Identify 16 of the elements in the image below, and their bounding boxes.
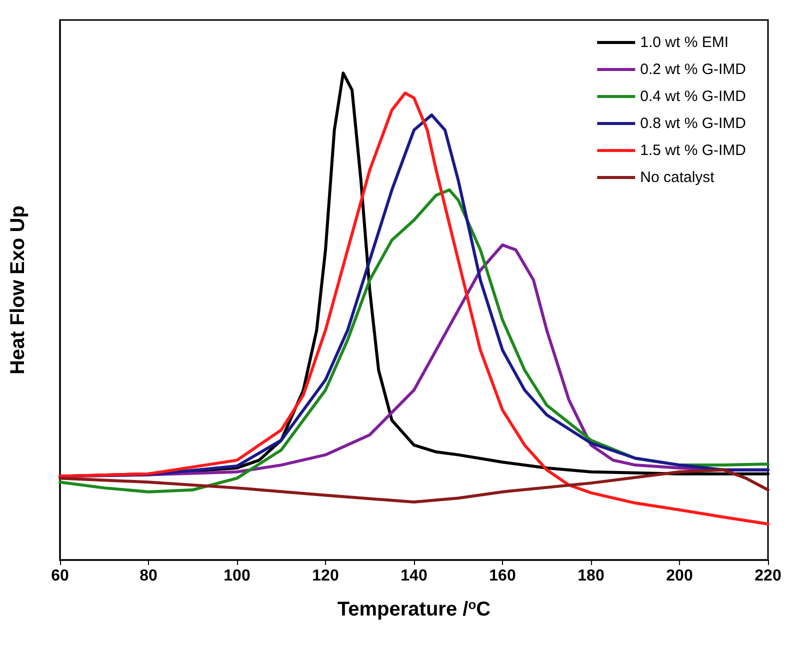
x-tick-label: 220 xyxy=(754,568,782,584)
x-tick-label: 120 xyxy=(312,568,339,584)
x-tick-label: 160 xyxy=(489,568,516,584)
legend-label: 0.8 wt % G-IMD xyxy=(640,115,746,132)
x-tick-label: 200 xyxy=(666,568,693,584)
x-tick-label: 60 xyxy=(51,568,69,584)
x-tick-label: 180 xyxy=(578,568,604,584)
legend-label: 1.0 wt % EMI xyxy=(640,34,729,51)
legend-label: 1.5 wt % G-IMD xyxy=(640,142,746,159)
x-tick-label: 140 xyxy=(400,568,428,584)
legend-label: 0.2 wt % G-IMD xyxy=(640,61,746,78)
x-tick-label: 80 xyxy=(140,568,158,584)
x-tick-label: 100 xyxy=(224,568,250,584)
legend-label: 0.4 wt % G-IMD xyxy=(640,88,746,105)
y-axis-title: Heat Flow Exo Up xyxy=(7,206,29,374)
legend-label: No catalyst xyxy=(640,169,716,186)
